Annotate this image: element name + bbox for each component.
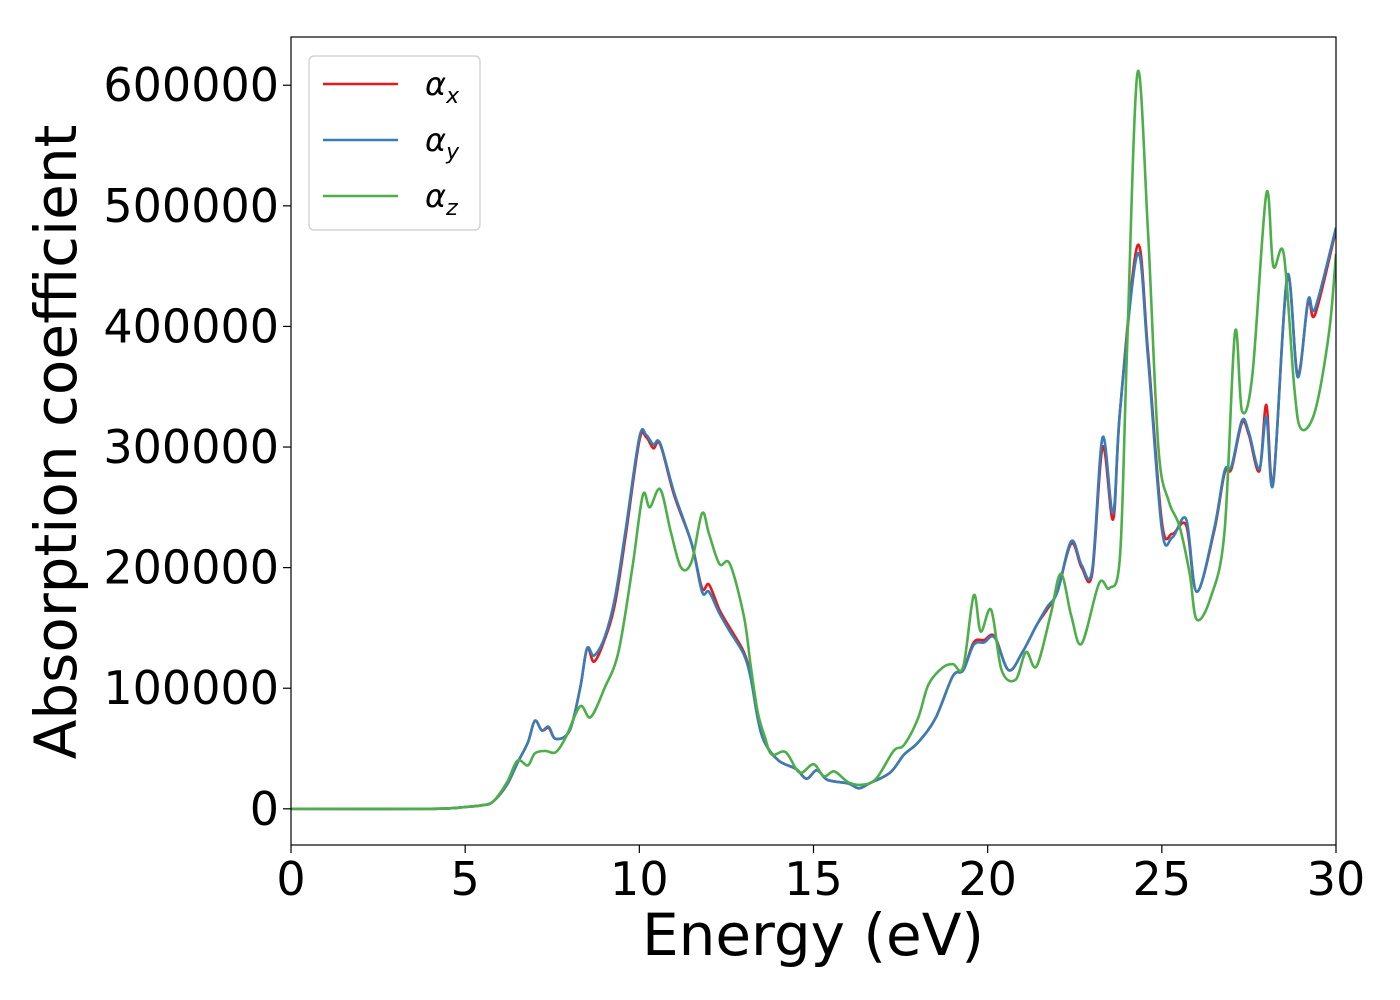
x-tick-label: 25 <box>1133 852 1192 906</box>
series-line-alpha-z <box>291 69 1336 811</box>
legend: αx αy αz <box>308 55 481 231</box>
y-tick-label: 100000 <box>103 661 279 715</box>
y-axis-label: Absorption coefficient <box>22 125 90 760</box>
y-tick-label: 400000 <box>103 299 279 353</box>
y-tick-label: 600000 <box>103 58 279 112</box>
legend-label-alpha-x: αx <box>425 65 460 109</box>
x-tick-label: 5 <box>451 852 480 906</box>
legend-label-alpha-z: αz <box>425 177 458 221</box>
series-line-alpha-y <box>291 227 1336 811</box>
legend-box <box>308 55 481 231</box>
y-tick-label: 500000 <box>103 179 279 233</box>
x-axis-label: Energy (eV) <box>642 901 984 969</box>
x-tick-label: 0 <box>276 852 305 906</box>
x-tick-label: 15 <box>784 852 843 906</box>
y-tick-label: 0 <box>250 782 279 836</box>
x-tick-label: 30 <box>1307 852 1366 906</box>
axes-layer: 0 5 10 15 20 25 30 0 100000 200000 300000 400000 500… <box>103 36 1366 906</box>
legend-label-alpha-y: αy <box>425 121 460 165</box>
y-tick-label: 300000 <box>103 420 279 474</box>
series-line-alpha-x <box>291 229 1336 811</box>
x-tick-label: 10 <box>610 852 669 906</box>
plot-layer <box>291 69 1336 811</box>
x-tick-label: 20 <box>958 852 1017 906</box>
y-tick-label: 200000 <box>103 541 279 595</box>
